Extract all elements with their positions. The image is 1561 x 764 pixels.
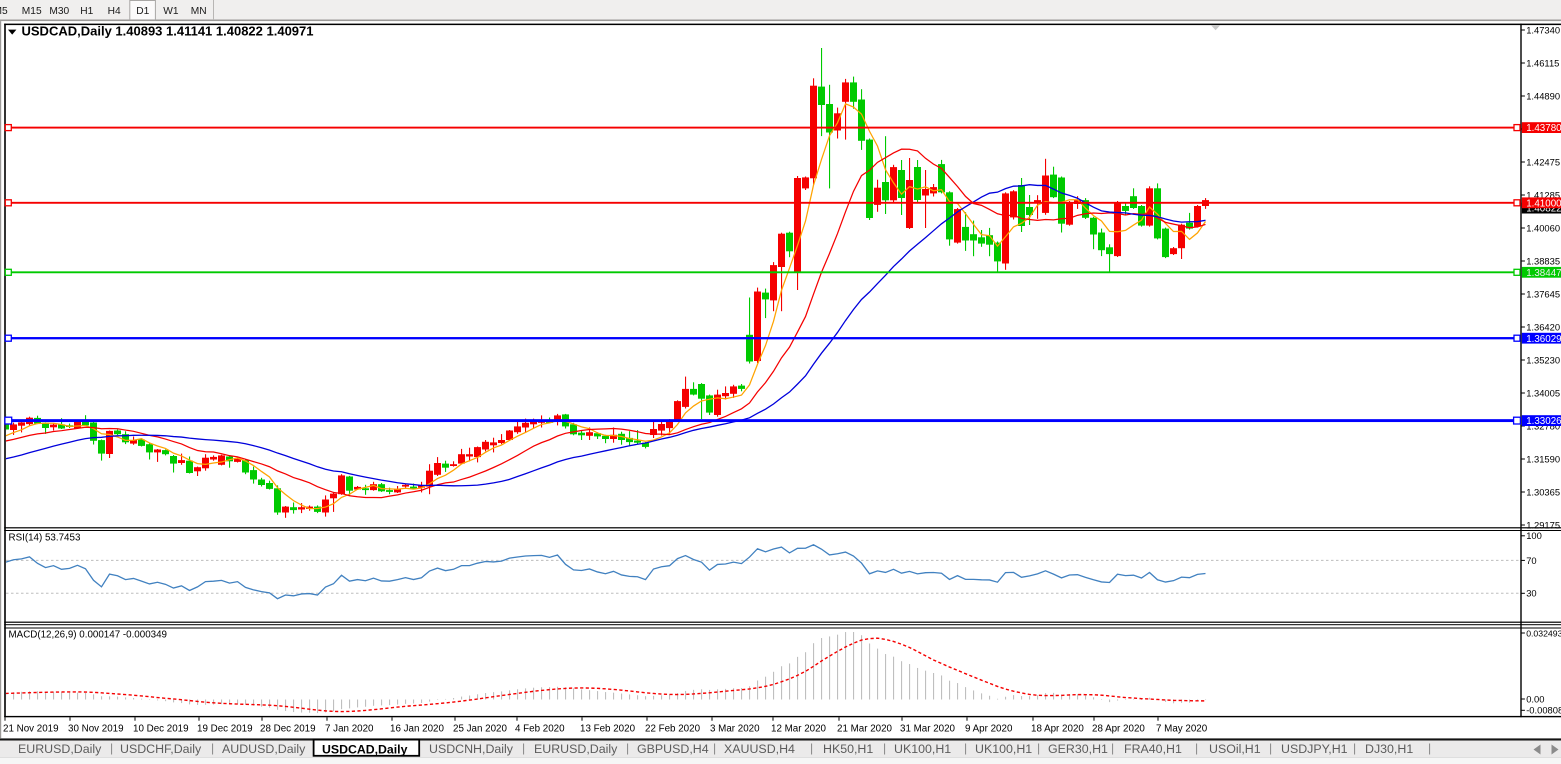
svg-text:10 Dec 2019: 10 Dec 2019: [133, 724, 189, 735]
svg-text:16 Jan 2020: 16 Jan 2020: [390, 724, 444, 735]
svg-text:7 May 2020: 7 May 2020: [1156, 724, 1208, 735]
svg-text:W1: W1: [163, 6, 179, 17]
svg-text:1.41000: 1.41000: [1526, 198, 1561, 209]
svg-text:30 Nov 2019: 30 Nov 2019: [68, 724, 124, 735]
svg-text:MN: MN: [191, 6, 207, 17]
svg-text:1.41285: 1.41285: [1526, 189, 1560, 200]
svg-text:0.032493: 0.032493: [1526, 628, 1561, 638]
svg-text:9 Apr 2020: 9 Apr 2020: [965, 724, 1013, 735]
svg-text:EURUSD,Daily: EURUSD,Daily: [534, 742, 618, 756]
svg-text:-0.00808: -0.00808: [1526, 705, 1561, 716]
svg-text:EURUSD,Daily: EURUSD,Daily: [18, 742, 102, 756]
svg-text:FRA40,H1: FRA40,H1: [1124, 742, 1182, 756]
svg-text:1.37645: 1.37645: [1526, 288, 1560, 299]
svg-text:UK100,H1: UK100,H1: [975, 742, 1032, 756]
svg-text:MACD(12,26,9) 0.000147 -0.0003: MACD(12,26,9) 0.000147 -0.000349: [9, 630, 168, 641]
svg-text:3 Mar 2020: 3 Mar 2020: [710, 724, 760, 735]
svg-text:28 Apr 2020: 28 Apr 2020: [1092, 724, 1145, 735]
svg-text:21 Nov 2019: 21 Nov 2019: [3, 724, 59, 735]
svg-text:H4: H4: [108, 6, 121, 17]
svg-text:DJ30,H1: DJ30,H1: [1365, 742, 1413, 756]
svg-text:1.38447: 1.38447: [1526, 268, 1561, 279]
svg-text:1.36029: 1.36029: [1526, 334, 1561, 345]
svg-text:1.43780: 1.43780: [1526, 123, 1561, 134]
svg-text:AUDUSD,Daily: AUDUSD,Daily: [222, 742, 306, 756]
svg-text:1.42475: 1.42475: [1526, 156, 1560, 167]
svg-text:UK100,H1: UK100,H1: [894, 742, 951, 756]
svg-text:31 Mar 2020: 31 Mar 2020: [900, 724, 956, 735]
svg-text:25 Jan 2020: 25 Jan 2020: [453, 724, 507, 735]
svg-text:13 Feb 2020: 13 Feb 2020: [580, 724, 636, 735]
svg-text:7 Jan 2020: 7 Jan 2020: [325, 724, 374, 735]
svg-text:1.46115: 1.46115: [1526, 57, 1559, 68]
svg-text:H1: H1: [80, 6, 93, 17]
svg-text:XAUUSD,H4: XAUUSD,H4: [724, 742, 795, 756]
svg-text:1.36420: 1.36420: [1526, 321, 1560, 332]
svg-text:12 Mar 2020: 12 Mar 2020: [771, 724, 827, 735]
svg-text:0.00: 0.00: [1526, 693, 1544, 704]
svg-text:USDJPY,H1: USDJPY,H1: [1281, 742, 1348, 756]
svg-text:M15: M15: [22, 6, 42, 17]
svg-text:30: 30: [1526, 588, 1536, 599]
svg-text:M30: M30: [49, 6, 69, 17]
svg-text:1.40822: 1.40822: [1526, 204, 1561, 215]
svg-text:USDCNH,Daily: USDCNH,Daily: [429, 742, 514, 756]
svg-text:USDCAD,Daily: USDCAD,Daily: [322, 742, 408, 756]
svg-text:4 Feb 2020: 4 Feb 2020: [515, 724, 565, 735]
svg-text:RSI(14) 53.7453: RSI(14) 53.7453: [9, 532, 81, 543]
svg-text:1.47340: 1.47340: [1526, 24, 1560, 35]
svg-text:28 Dec 2019: 28 Dec 2019: [260, 724, 316, 735]
svg-text:1.40060: 1.40060: [1526, 222, 1560, 233]
svg-text:1.34005: 1.34005: [1526, 387, 1560, 398]
svg-text:100: 100: [1526, 530, 1542, 541]
svg-text:M5: M5: [0, 6, 8, 17]
svg-text:1.30365: 1.30365: [1526, 486, 1560, 497]
svg-text:19 Dec 2019: 19 Dec 2019: [197, 724, 253, 735]
svg-text:D1: D1: [136, 6, 149, 17]
svg-text:USDCAD,Daily 1.40893 1.41141: USDCAD,Daily 1.40893 1.41141 1.40822 1.4…: [22, 24, 314, 39]
svg-text:GBPUSD,H4: GBPUSD,H4: [637, 742, 709, 756]
svg-text:21 Mar 2020: 21 Mar 2020: [837, 724, 893, 735]
svg-text:HK50,H1: HK50,H1: [823, 742, 873, 756]
svg-text:USOil,H1: USOil,H1: [1209, 742, 1261, 756]
svg-text:1.38835: 1.38835: [1526, 255, 1560, 266]
svg-text:1.33026: 1.33026: [1526, 416, 1561, 427]
svg-text:22 Feb 2020: 22 Feb 2020: [645, 724, 701, 735]
svg-text:1.44890: 1.44890: [1526, 90, 1560, 101]
svg-text:18 Apr 2020: 18 Apr 2020: [1031, 724, 1084, 735]
svg-text:1.35230: 1.35230: [1526, 354, 1560, 365]
svg-text:1.31590: 1.31590: [1526, 453, 1560, 464]
svg-text:1.29175: 1.29175: [1526, 519, 1560, 530]
svg-text:GER30,H1: GER30,H1: [1048, 742, 1108, 756]
svg-text:USDCHF,Daily: USDCHF,Daily: [120, 742, 202, 756]
svg-text:70: 70: [1526, 555, 1536, 566]
